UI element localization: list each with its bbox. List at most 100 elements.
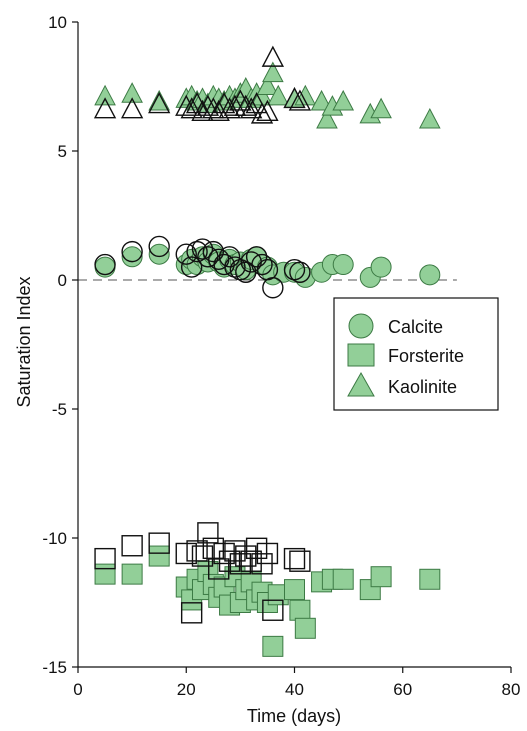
kaolinite-open-point xyxy=(229,89,252,111)
kaolinite-open-point xyxy=(148,92,171,114)
forsterite-open-point xyxy=(191,545,214,567)
calcite-open-point xyxy=(94,253,116,276)
kaolinite-filled-point xyxy=(121,82,143,103)
calcite-open-point xyxy=(202,240,225,263)
y-tick-label: -5 xyxy=(52,400,67,419)
plot-area xyxy=(78,45,457,657)
calcite-filled-point xyxy=(332,254,354,276)
calcite-open-point xyxy=(121,240,143,263)
forsterite-filled-point xyxy=(289,599,311,621)
y-tick-label: 0 xyxy=(58,271,67,290)
forsterite-open-point xyxy=(256,542,279,565)
forsterite-open-point xyxy=(94,547,116,570)
kaolinite-open-point xyxy=(240,97,263,119)
kaolinite-open-point xyxy=(223,94,247,116)
kaolinite-open-point xyxy=(202,97,225,119)
x-axis-ticks: 0 20 40 60 80 xyxy=(73,667,520,699)
y-tick-label: -10 xyxy=(42,529,67,548)
forsterite-open-point xyxy=(235,545,257,567)
x-tick-label: 80 xyxy=(502,680,521,699)
kaolinite-open-point xyxy=(93,97,117,119)
kaolinite-filled-point xyxy=(316,107,338,129)
legend-calcite-marker xyxy=(348,313,374,339)
forsterite-filled-point xyxy=(94,563,116,585)
forsterite-open-point xyxy=(175,542,197,565)
kaolinite-open-point xyxy=(218,97,241,119)
calcite-open-point xyxy=(218,246,241,268)
kaolinite-open-point xyxy=(283,86,306,109)
forsterite-open-point xyxy=(289,550,311,572)
kaolinite-filled-point xyxy=(262,61,284,83)
calcite-open-point xyxy=(289,261,311,283)
calcite-open-point xyxy=(186,240,208,263)
kaolinite-filled-point xyxy=(370,97,392,119)
y-axis-ticks: 10 5 0 -5 -10 -15 xyxy=(42,13,78,677)
kaolinite-open-point xyxy=(212,92,236,114)
legend-forsterite-marker xyxy=(347,343,375,367)
calcite-open-point xyxy=(224,256,246,278)
calcite-filled-point xyxy=(419,264,441,286)
calcite-open-point xyxy=(213,253,235,276)
kaolinite-filled-point xyxy=(94,84,116,106)
forsterite-open-point xyxy=(262,599,284,621)
x-tick-label: 20 xyxy=(177,680,196,699)
kaolinite-filled-point xyxy=(310,89,333,111)
calcite-open-point xyxy=(175,243,197,265)
forsterite-filled-point xyxy=(148,545,170,567)
y-tick-label: -15 xyxy=(42,658,67,677)
legend-label-forsterite: Forsterite xyxy=(388,346,464,366)
legend: Calcite Forsterite Kaolinite xyxy=(333,297,499,411)
data-marks xyxy=(93,45,441,657)
kaolinite-filled-point xyxy=(256,74,279,95)
kaolinite-open-point xyxy=(288,89,312,111)
forsterite-filled-point xyxy=(294,617,316,639)
calcite-open-point xyxy=(191,238,214,260)
forsterite-open-point xyxy=(283,547,306,570)
forsterite-open-point xyxy=(245,537,268,560)
kaolinite-open-point xyxy=(180,97,203,119)
calcite-open-point xyxy=(229,258,252,281)
kaolinite-open-point xyxy=(261,45,285,67)
forsterite-open-point xyxy=(229,553,252,575)
forsterite-open-point xyxy=(240,550,262,572)
kaolinite-filled-point xyxy=(148,89,171,111)
forsterite-open-point xyxy=(121,535,143,557)
x-tick-label: 0 xyxy=(73,680,82,699)
legend-kaolinite-marker xyxy=(347,371,375,397)
calcite-filled-point xyxy=(370,256,392,278)
legend-label-calcite: Calcite xyxy=(388,317,443,337)
forsterite-filled-point xyxy=(262,635,284,657)
kaolinite-filled-point xyxy=(418,107,441,129)
kaolinite-open-point xyxy=(250,102,274,124)
kaolinite-open-point xyxy=(256,99,279,122)
calcite-filled-point xyxy=(121,246,143,268)
forsterite-filled-point xyxy=(284,579,305,601)
forsterite-filled-point xyxy=(121,563,143,585)
x-tick-label: 40 xyxy=(285,680,304,699)
forsterite-filled-point xyxy=(332,568,354,590)
forsterite-open-point xyxy=(180,602,203,624)
calcite-open-point xyxy=(251,253,273,276)
forsterite-open-point xyxy=(186,540,208,562)
calcite-filled-point xyxy=(148,243,170,265)
forsterite-open-point xyxy=(208,558,230,580)
forsterite-filled-point xyxy=(419,568,441,590)
legend-label-kaolinite: Kaolinite xyxy=(388,377,457,397)
kaolinite-filled-point xyxy=(267,84,290,106)
calcite-open-point xyxy=(148,235,170,258)
y-tick-label: 5 xyxy=(58,142,67,161)
forsterite-filled-point xyxy=(370,566,392,588)
kaolinite-filled-point xyxy=(332,89,355,111)
kaolinite-open-point xyxy=(245,92,268,114)
y-axis-title: Saturation Index xyxy=(14,276,34,407)
y-tick-label: 10 xyxy=(48,13,67,32)
calcite-open-point xyxy=(245,246,268,268)
forsterite-open-point xyxy=(197,522,219,544)
x-axis-title: Time (days) xyxy=(247,706,341,726)
kaolinite-open-point xyxy=(120,97,144,119)
axes: 10 5 0 -5 -10 -15 0 20 40 60 80 xyxy=(42,13,520,699)
calcite-open-point xyxy=(180,256,203,278)
kaolinite-open-point xyxy=(196,94,220,116)
forsterite-open-point xyxy=(148,532,170,554)
